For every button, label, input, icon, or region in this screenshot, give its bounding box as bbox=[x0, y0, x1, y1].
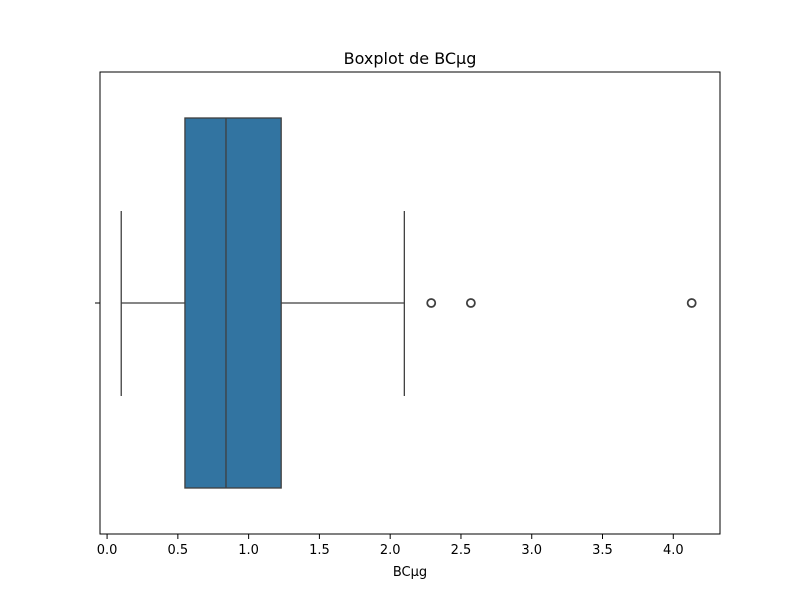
outlier-point bbox=[465, 298, 476, 308]
x-tick-label: 4.0 bbox=[663, 543, 684, 558]
box-group bbox=[120, 117, 697, 489]
x-axis-ticks: 0.0 0.5 1.0 1.5 2.0 2.5 3.0 3.5 4.0 bbox=[97, 534, 684, 558]
x-tick-label: 3.0 bbox=[521, 543, 542, 558]
x-axis-label: BCµg bbox=[393, 565, 427, 580]
x-tick-label: 3.5 bbox=[592, 543, 613, 558]
outlier-point bbox=[686, 298, 697, 308]
x-tick-label: 1.5 bbox=[309, 543, 330, 558]
x-tick-label: 0.5 bbox=[168, 543, 189, 558]
chart-title: Boxplot de BCµg bbox=[344, 49, 477, 68]
x-tick-label: 1.0 bbox=[238, 543, 259, 558]
x-tick-label: 2.0 bbox=[380, 543, 401, 558]
outlier-point bbox=[426, 298, 437, 308]
x-tick-label: 2.5 bbox=[451, 543, 472, 558]
x-tick-label: 0.0 bbox=[97, 543, 118, 558]
iqr-box bbox=[184, 117, 282, 489]
